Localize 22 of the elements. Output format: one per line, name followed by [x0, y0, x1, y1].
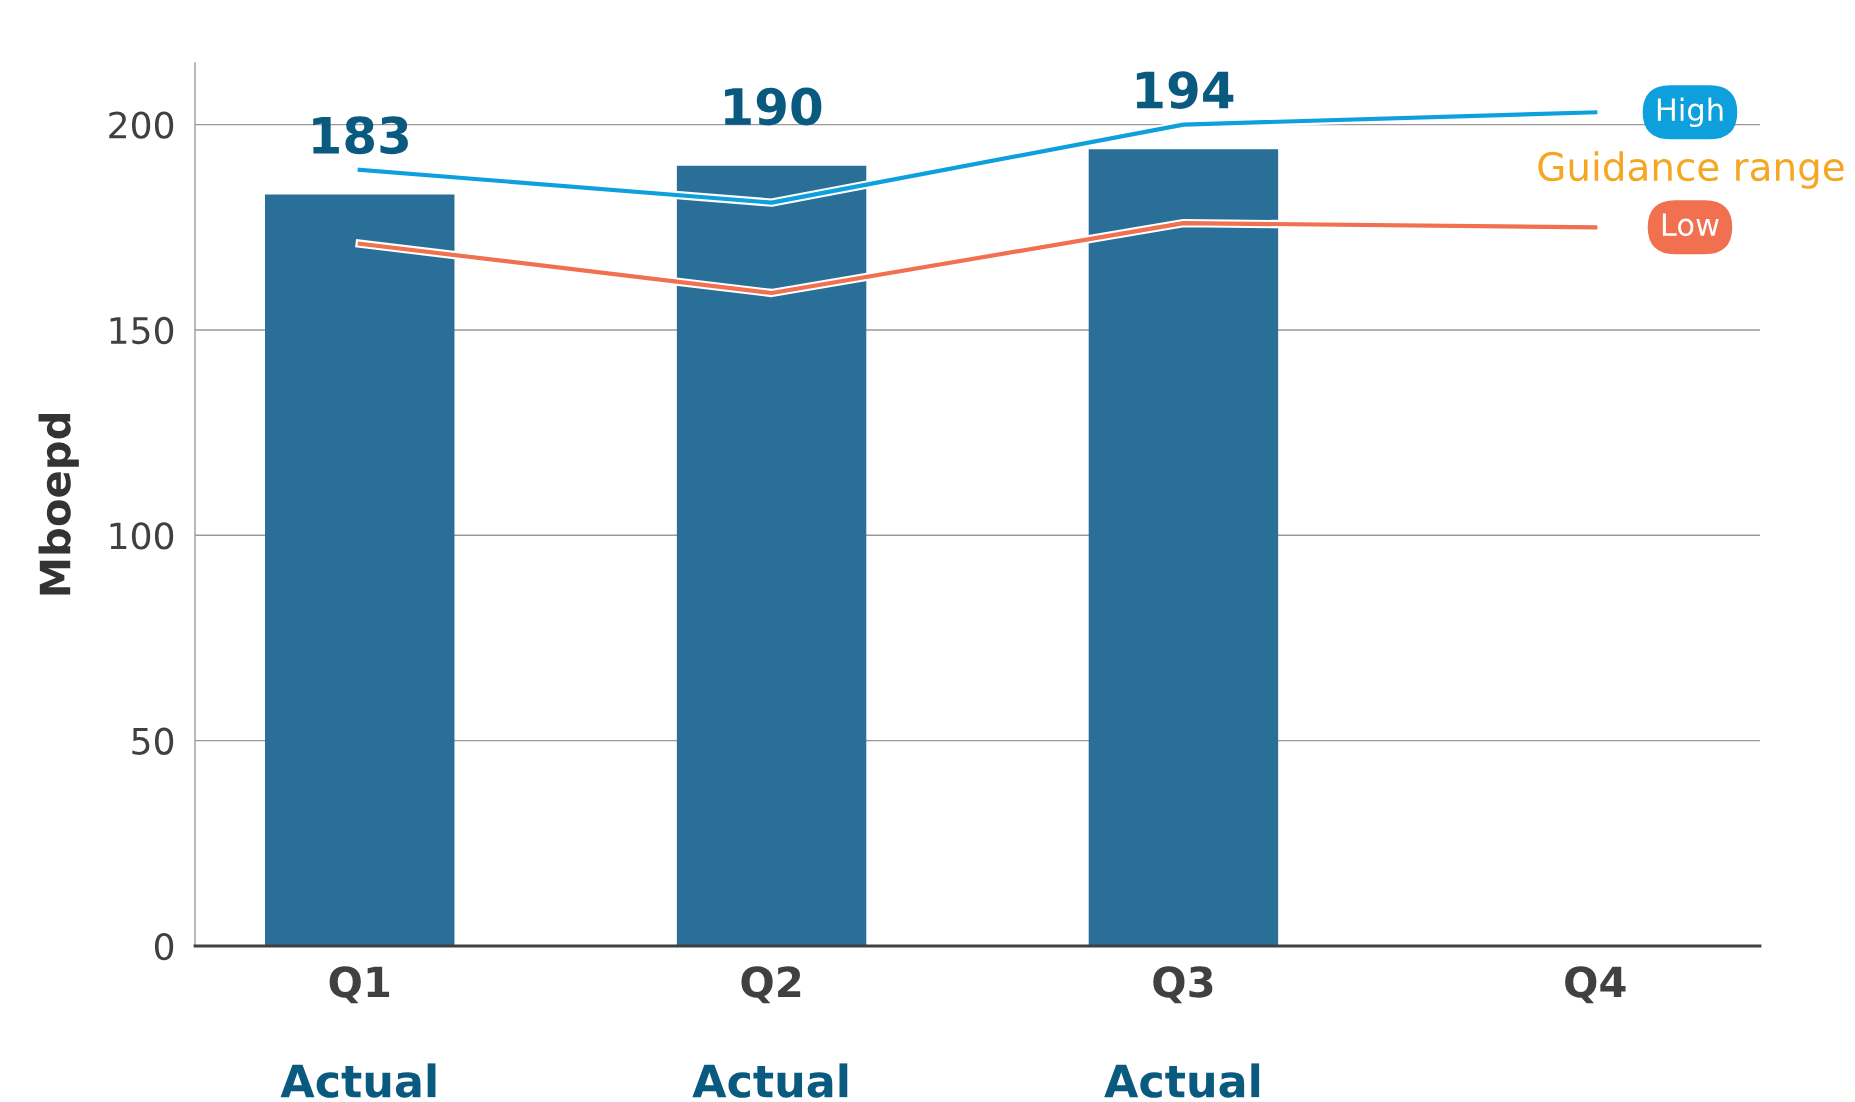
x-tick-label: Q3 [1153, 966, 1213, 1004]
data-label: 183 [313, 116, 408, 155]
x-tick-label: Q4 [1565, 966, 1626, 1004]
bar [265, 194, 455, 946]
text: Actual [280, 1063, 436, 1098]
y-tick-label: 100 [110, 522, 174, 550]
y-tick-label: 0 [154, 932, 174, 961]
text: Low [1662, 213, 1719, 237]
text: Actual [692, 1063, 848, 1098]
text: Actual [1104, 1063, 1260, 1098]
bar [1088, 149, 1279, 946]
y-tick-label: 50 [132, 727, 174, 755]
data-label: 194 [1136, 71, 1234, 109]
y-tick-label: 150 [110, 316, 174, 345]
data-label: 190 [725, 87, 822, 126]
y-tick-label: 200 [109, 111, 174, 139]
x-tick-label: Q2 [741, 966, 801, 1004]
y-axis-title: Mboepd [38, 414, 79, 595]
text: High [1657, 97, 1723, 128]
annotation: Guidance range [1538, 151, 1844, 189]
bar [676, 165, 867, 946]
x-tick-label: Q1 [329, 966, 390, 1004]
